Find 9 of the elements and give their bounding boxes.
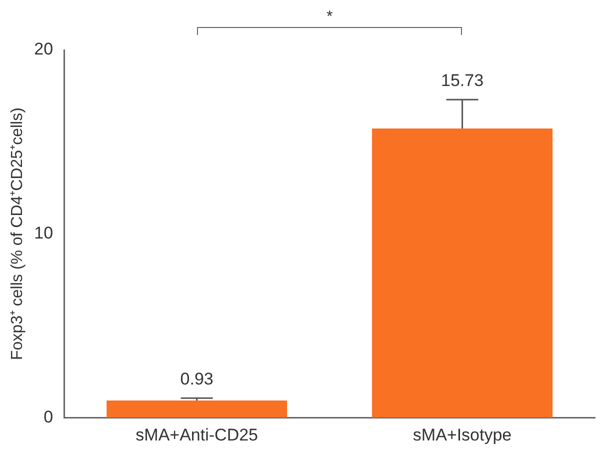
y-tick-label: 10 xyxy=(34,223,54,242)
y-tick-label: 20 xyxy=(34,40,54,59)
x-tick-label: sMA+Isotype xyxy=(412,425,512,444)
data-label: 0.93 xyxy=(180,369,214,388)
y-tick-label: 0 xyxy=(44,407,54,426)
data-label: 15.73 xyxy=(441,70,484,90)
x-tick-label: sMA+Anti-CD25 xyxy=(136,425,258,444)
y-axis-title: Foxp3⁺ cells (% of CD4⁺CD25⁺cells) xyxy=(9,108,26,360)
text: * xyxy=(326,8,333,26)
